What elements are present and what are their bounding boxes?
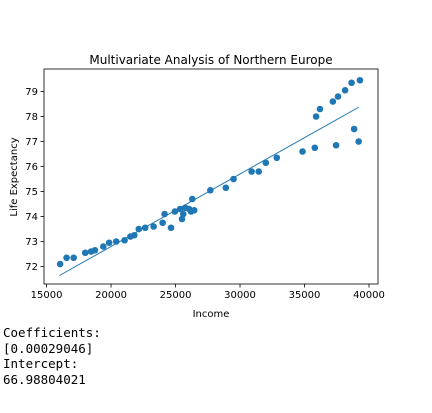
data-point — [355, 138, 362, 145]
plot-frame — [43, 68, 379, 285]
y-tick-label: 73 — [25, 237, 38, 248]
y-tick-label: 72 — [25, 262, 38, 273]
data-point — [262, 159, 270, 167]
data-point — [273, 154, 281, 162]
chart-title: Multivariate Analysis of Northern Europe — [89, 53, 332, 67]
intercept-label: Intercept: — [3, 356, 79, 371]
data-point — [230, 175, 237, 183]
data-point — [179, 210, 187, 218]
regression-line — [59, 106, 359, 276]
data-point — [130, 231, 138, 239]
data-point — [316, 105, 324, 113]
data-point — [255, 168, 263, 175]
data-point — [334, 93, 342, 100]
data-point — [121, 236, 128, 244]
x-tick-label: 25000 — [160, 290, 192, 301]
data-point — [332, 141, 340, 149]
x-tick-label: 15000 — [31, 290, 63, 301]
y-tick-label: 77 — [25, 137, 38, 148]
data-point — [341, 86, 349, 94]
y-tick-label: 79 — [25, 87, 38, 98]
data-point — [150, 223, 157, 230]
y-axis-label: Life Expectancy — [9, 137, 20, 216]
data-point — [159, 219, 166, 227]
axis-ticks: 15000 20000 25000 30000 35000 40000 72 73 74 75 76… — [25, 87, 385, 301]
data-point — [167, 224, 175, 232]
data-point — [312, 113, 320, 120]
data-point — [329, 98, 337, 105]
x-tick-label: 30000 — [224, 290, 256, 301]
x-tick-label: 35000 — [289, 290, 321, 301]
data-point — [91, 246, 99, 254]
data-marks — [56, 76, 364, 276]
x-tick-label: 20000 — [95, 290, 127, 301]
data-point — [248, 168, 255, 175]
coefficients-value: [0.00029046] — [3, 340, 94, 356]
intercept-value: 66.98804021 — [3, 371, 86, 387]
data-point — [350, 125, 358, 133]
data-point — [222, 184, 230, 192]
data-point — [63, 254, 70, 262]
y-tick-label: 75 — [25, 187, 38, 198]
data-point — [105, 239, 113, 247]
data-point — [100, 243, 107, 250]
data-point — [356, 76, 364, 84]
x-axis-label: Income — [193, 309, 230, 320]
data-point — [56, 260, 64, 268]
data-point — [70, 254, 77, 262]
data-point — [311, 144, 319, 152]
regression-output: Coefficients: [0.00029046] Intercept: 66… — [3, 325, 101, 387]
data-point — [178, 215, 186, 223]
data-point — [190, 206, 198, 214]
data-point — [189, 195, 196, 203]
data-point — [176, 205, 184, 213]
data-point — [81, 249, 89, 257]
data-point — [135, 225, 143, 233]
y-tick-label: 76 — [25, 162, 38, 173]
y-tick-label: 74 — [25, 212, 38, 223]
x-tick-label: 40000 — [353, 290, 385, 301]
coefficients-label: Coefficients: — [3, 325, 101, 340]
scatter-plot: Multivariate Analysis of Northern Europe… — [9, 53, 385, 320]
y-tick-label: 78 — [25, 112, 38, 123]
data-point — [348, 79, 355, 87]
data-point — [299, 148, 306, 155]
